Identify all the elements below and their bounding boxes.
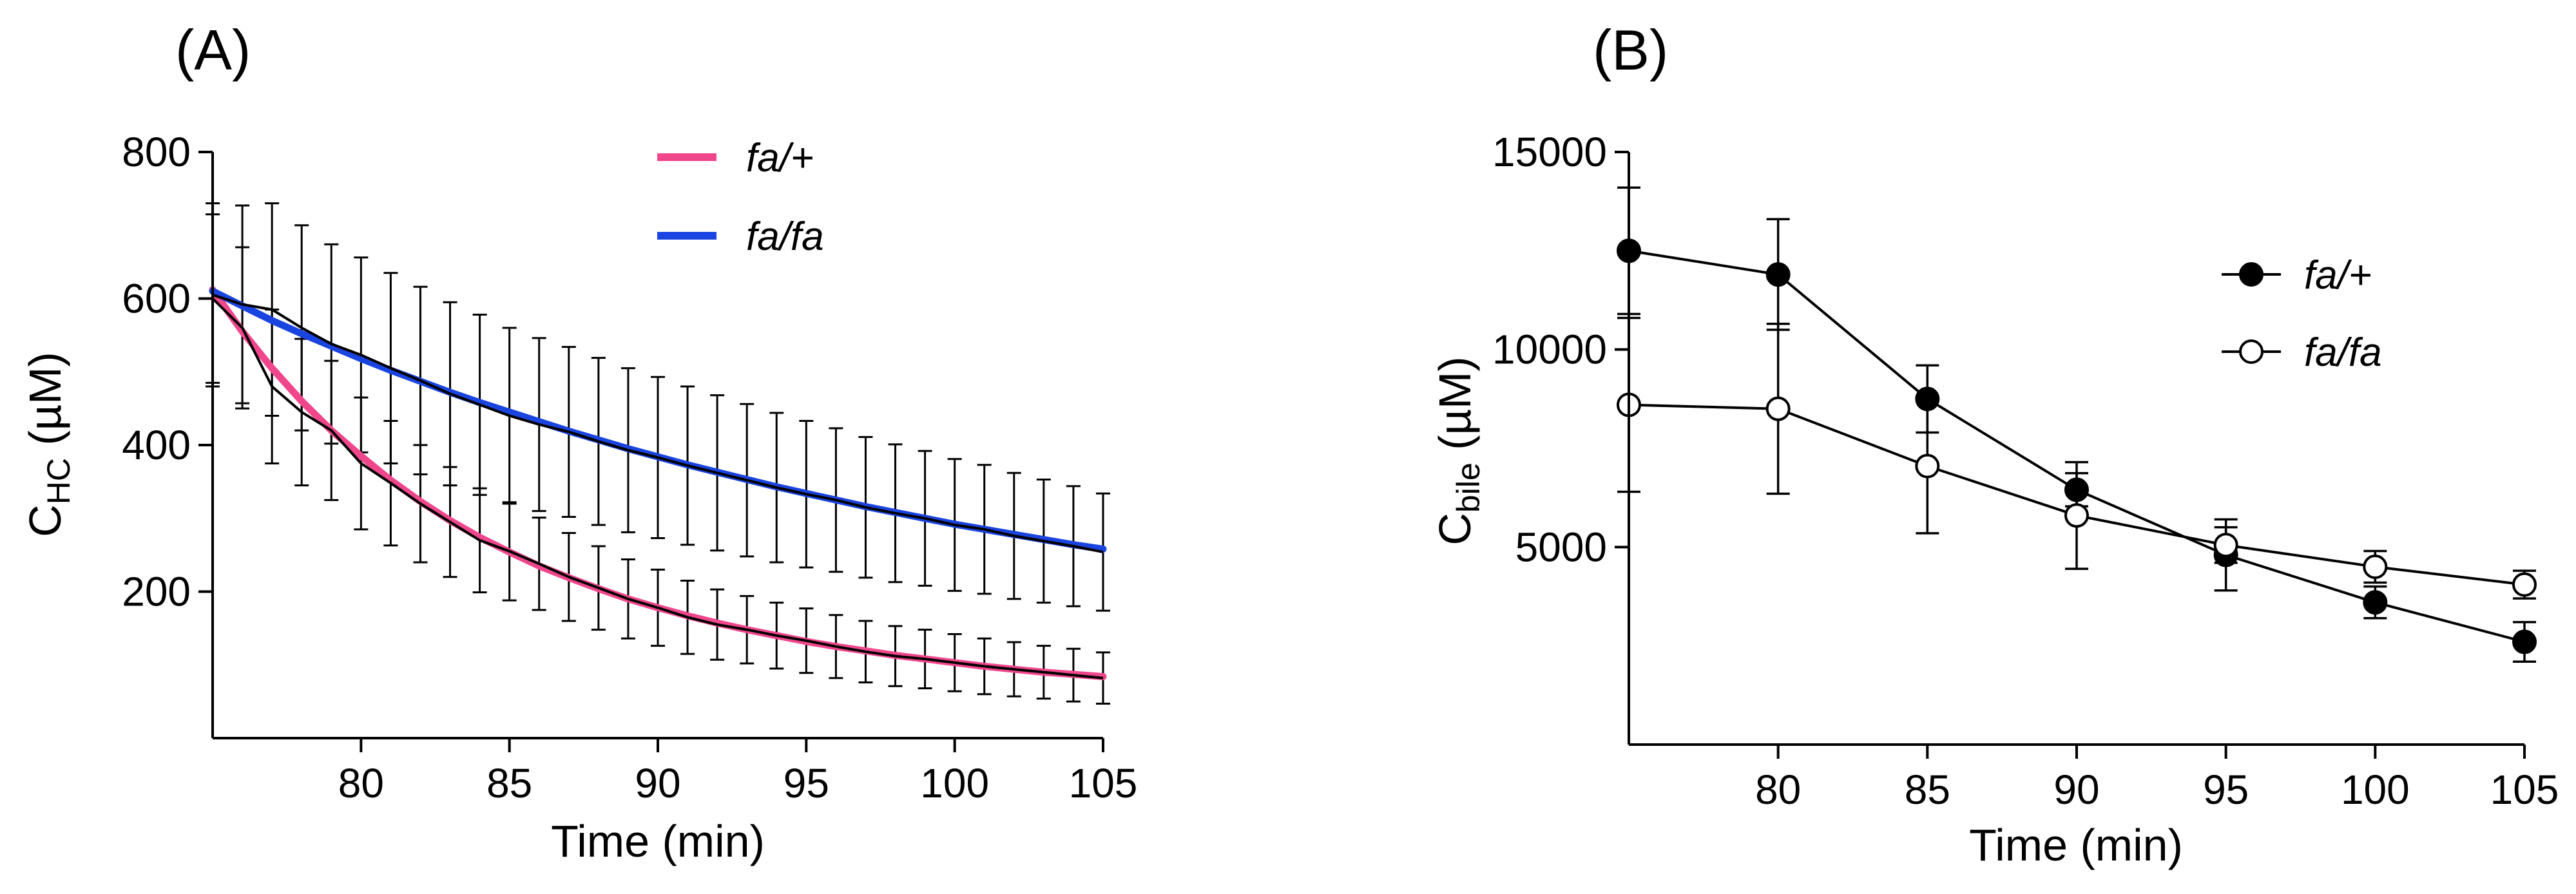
panel-b-label: (B): [1593, 18, 1668, 82]
panel-b-y-title-sub: bile: [1450, 462, 1486, 513]
data-point-fa-plus: [1765, 262, 1791, 287]
line-fa-plus: [1628, 249, 2525, 643]
panel-b-x-ticks: 80 85 90 95 100 105: [1755, 745, 2559, 813]
data-point-fa-fa: [1765, 396, 1791, 421]
panel-b-markers: [1617, 238, 2537, 654]
panel-b: (B) 5000 10000 15000 80 85 90 95 100 105 Time (…: [1430, 18, 2559, 870]
panel-a-label: (A): [175, 18, 251, 82]
data-point-fa-fa: [2064, 503, 2089, 528]
y-tick-label: 5000: [1515, 524, 1607, 570]
y-tick-label: 400: [122, 422, 191, 468]
panel-b-y-title-main: C: [1430, 513, 1480, 546]
x-tick-label: 95: [2203, 766, 2249, 813]
data-point-fa-plus: [1915, 386, 1940, 412]
observed-line-fa-plus: [211, 298, 1104, 680]
x-tick-label: 100: [2341, 766, 2410, 813]
panel-b-y-axis-title: Cbile (µM): [1430, 356, 1486, 545]
x-tick-label: 80: [338, 760, 384, 806]
x-tick-label: 85: [1905, 766, 1950, 813]
panel-a-x-ticks: 80 85 90 95 100 105: [338, 738, 1138, 806]
legend-label-fa-plus-b: fa/+: [2304, 253, 2372, 298]
legend-label-fa-plus: fa/+: [746, 136, 814, 180]
x-tick-label: 105: [2490, 766, 2559, 813]
panel-a-y-ticks: 200 400 600 800: [122, 129, 213, 615]
x-tick-label: 80: [1755, 766, 1801, 813]
panel-a-y-title-unit: (µM): [20, 352, 70, 458]
panel-b-y-ticks: 5000 10000 15000: [1492, 129, 1629, 570]
data-point-fa-plus: [2064, 477, 2089, 502]
legend-marker-open-circle: [2239, 339, 2264, 364]
panel-a-legend: fa/+ fa/fa: [657, 136, 824, 259]
data-point-fa-fa: [2363, 555, 2388, 579]
data-point-fa-fa: [2512, 572, 2537, 597]
y-tick-label: 15000: [1492, 129, 1607, 175]
panel-a-y-axis-title: CHC (µM): [20, 352, 77, 537]
panel-b-y-title-unit: (µM): [1430, 356, 1480, 462]
y-tick-label: 600: [122, 276, 191, 322]
x-tick-label: 100: [920, 760, 989, 806]
panel-a: (A) 200 400 600 800 80 85 90 95 100 105 Time (mi…: [20, 18, 1137, 866]
legend-label-fa-fa-b: fa/fa: [2304, 330, 2382, 375]
panel-b-error-bars: [1617, 186, 2536, 663]
data-point-fa-fa: [2213, 533, 2238, 558]
x-tick-label: 90: [635, 760, 680, 806]
legend-label-fa-fa: fa/fa: [746, 214, 824, 259]
panel-a-x-axis-title: Time (min): [551, 816, 765, 866]
panel-b-legend: fa/+ fa/fa: [2222, 253, 2382, 375]
x-tick-label: 90: [2053, 766, 2099, 813]
panel-a-y-title-sub: HC: [41, 458, 77, 504]
legend-marker-filled-circle: [2239, 262, 2264, 287]
panel-a-y-title-main: C: [20, 504, 70, 537]
panel-a-observed-lines: [211, 293, 1104, 680]
x-tick-label: 85: [486, 760, 532, 806]
y-tick-label: 200: [122, 569, 191, 615]
panel-b-x-axis-title: Time (min): [1969, 820, 2183, 870]
x-tick-label: 105: [1069, 760, 1138, 806]
y-tick-label: 800: [122, 129, 191, 175]
observed-line-fa-fa: [212, 293, 1104, 554]
y-tick-label: 10000: [1492, 327, 1607, 373]
x-tick-label: 95: [783, 760, 829, 806]
data-point-fa-plus: [2512, 629, 2537, 654]
panel-b-lines: [1628, 249, 2525, 643]
data-point-fa-plus: [2363, 590, 2388, 615]
data-point-fa-fa: [1915, 453, 1940, 479]
